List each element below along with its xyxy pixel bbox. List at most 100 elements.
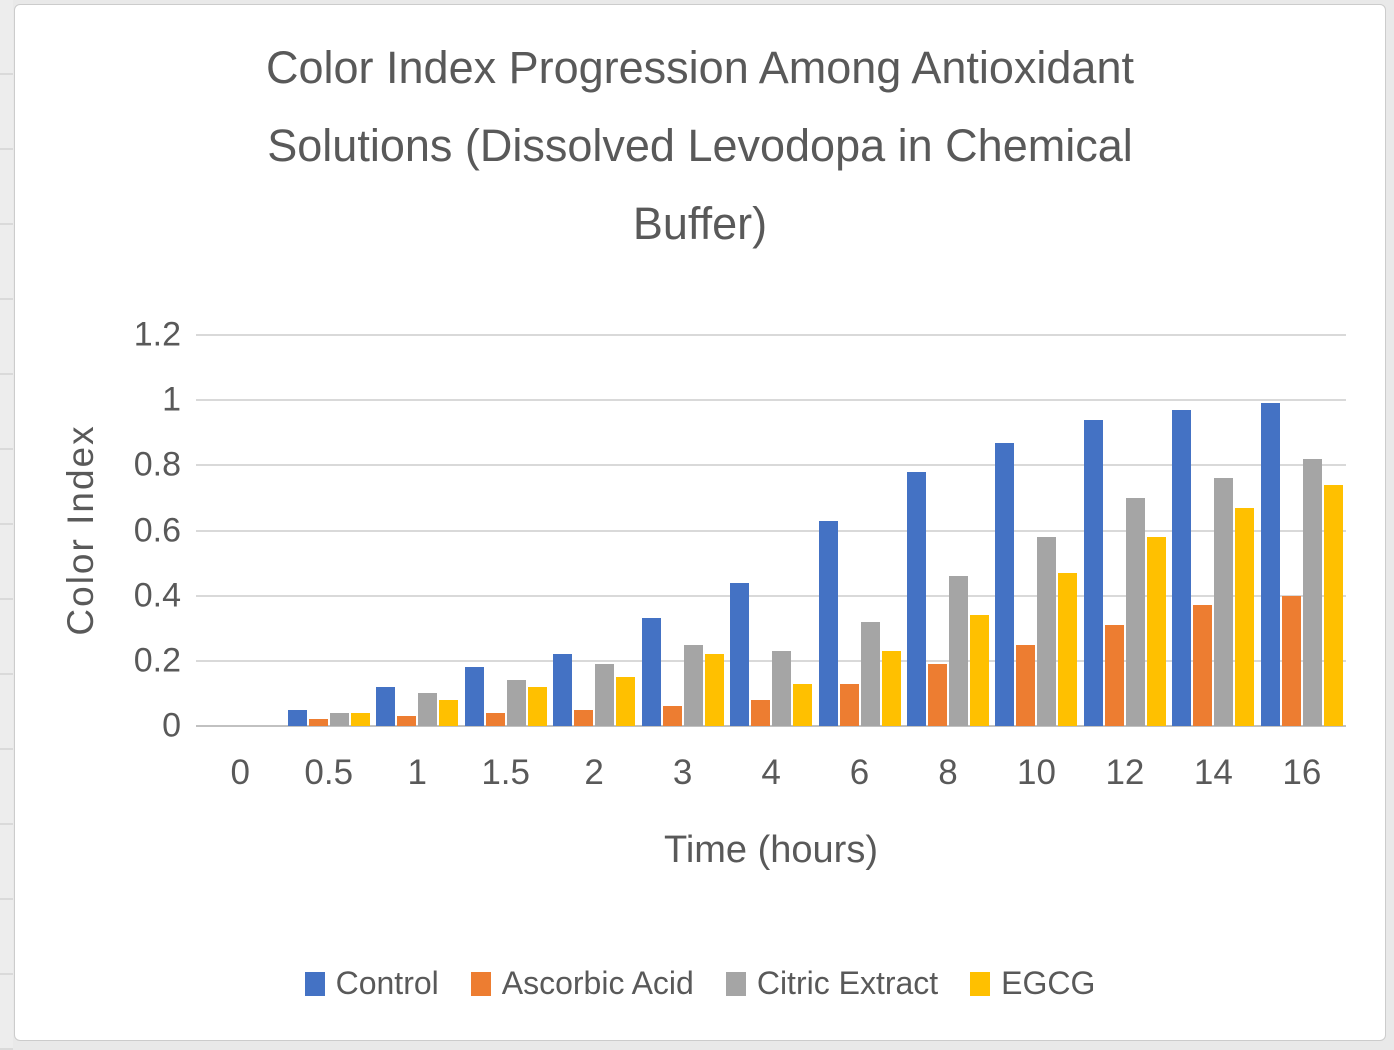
legend-swatch-icon [970,971,991,996]
gridline [196,464,1346,467]
x-tick-label: 14 [1193,753,1233,792]
bar-citric-extract-14 [1214,478,1234,726]
bar-citric-extract-10 [1037,537,1057,726]
bar-ascorbic-acid-3 [662,706,682,726]
bar-ascorbic-acid-8 [927,664,947,726]
bar-citric-extract-1 [418,693,438,726]
bar-egcg-10 [1058,572,1078,726]
x-tick-label: 16 [1282,753,1322,792]
y-tick-label: 0.4 [133,576,181,615]
bar-egcg-4 [793,683,813,726]
bar-group-6 [815,335,903,726]
bar-citric-extract-0.5 [329,712,349,726]
bar-group-10 [992,335,1080,726]
x-tick-label: 3 [672,753,693,792]
x-tick-label: 4 [761,753,781,792]
bar-egcg-6 [881,651,901,726]
bar-group-0.5 [284,335,372,726]
legend-item-control: Control [304,965,439,1002]
x-tick-label: 0.5 [304,753,354,792]
gridline [196,334,1346,336]
y-tick-label: 0 [162,706,181,745]
bar-control-1 [376,686,396,726]
bar-control-1.5 [464,667,484,726]
bar-group-16 [1258,335,1346,726]
bar-group-2 [550,335,638,726]
bar-control-12 [1083,419,1103,726]
bar-group-12 [1081,335,1169,726]
bar-ascorbic-acid-4 [751,699,771,726]
legend-item-ascorbic-acid: Ascorbic Acid [470,965,694,1002]
bar-egcg-2 [616,677,636,726]
gridline [196,594,1346,597]
bar-egcg-3 [704,654,724,726]
bar-egcg-14 [1235,507,1255,726]
bar-ascorbic-acid-10 [1016,644,1036,726]
bar-citric-extract-12 [1125,497,1145,726]
bar-control-14 [1172,409,1192,726]
chart-legend: Control Ascorbic Acid Citric Extract EGCG [15,965,1385,1002]
bar-control-0.5 [287,709,307,726]
chart-card: Color Index Progression Among Antioxidan… [14,4,1386,1041]
x-tick-label: 1.5 [481,753,530,792]
x-tick-label: 0 [230,753,250,792]
bar-citric-extract-2 [595,664,615,726]
bar-control-10 [995,442,1015,726]
bar-egcg-16 [1323,484,1343,726]
bar-group-1.5 [461,335,549,726]
bar-control-16 [1260,403,1280,726]
legend-label: Citric Extract [756,965,939,1001]
bar-ascorbic-acid-1.5 [485,712,505,726]
gridline [196,529,1346,532]
bar-group-14 [1169,335,1257,726]
bar-citric-extract-16 [1302,458,1322,726]
bar-ascorbic-acid-0.5 [308,719,328,726]
gridlines-layer [196,334,1346,727]
plot-area [196,334,1346,727]
legend-label: Control [335,965,439,1001]
x-tick-label: 2 [584,753,604,792]
y-tick-label: 0.2 [133,641,181,680]
bar-ascorbic-acid-12 [1104,625,1124,726]
chart-title-line-1: Color Index Progression Among Antioxidan… [265,42,1134,93]
bar-group-0 [196,335,284,726]
bar-egcg-1.5 [527,686,547,726]
legend-item-egcg: EGCG [970,965,1095,1002]
bar-control-2 [553,654,573,726]
x-tick-label: 8 [938,753,958,792]
bar-group-4 [727,335,815,726]
bar-group-8 [904,335,992,726]
bar-egcg-0.5 [350,712,370,726]
chart-title-line-3: Buffer) [632,198,768,249]
spreadsheet-edge-strip [0,0,13,1050]
bars-layer [196,335,1346,726]
x-axis-line [196,725,1346,727]
legend-item-citric-extract: Citric Extract [725,965,939,1002]
x-tick-label: 12 [1105,753,1145,792]
bar-ascorbic-acid-16 [1281,595,1301,726]
bar-egcg-8 [969,615,989,726]
legend-swatch-icon [304,971,325,996]
y-tick-label: 0.6 [133,511,181,549]
legend-swatch-icon [725,971,746,996]
bar-ascorbic-acid-2 [574,709,594,726]
x-tick-label: 10 [1016,753,1056,792]
chart-title: Color Index Progression Among Antioxidan… [190,29,1210,263]
bar-citric-extract-8 [948,576,968,726]
bar-citric-extract-3 [683,644,703,726]
bar-control-6 [818,520,838,726]
bar-citric-extract-4 [772,651,792,726]
bar-citric-extract-6 [860,621,880,726]
x-axis-tick-labels: 0 0.5 1 1.5 2 3 4 6 8 10 12 14 16 [196,753,1346,793]
x-tick-label: 6 [849,753,870,792]
chart-title-line-2: Solutions (Dissolved Levodopa in Chemica… [267,120,1133,171]
y-tick-label: 0.8 [133,445,181,484]
y-tick-label: 1 [162,380,181,419]
bar-ascorbic-acid-6 [839,683,859,726]
gridline [196,399,1346,402]
bar-group-3 [638,335,726,726]
x-axis-title: Time (hours) [664,829,878,871]
gridline [196,659,1346,662]
bar-control-4 [730,582,750,726]
